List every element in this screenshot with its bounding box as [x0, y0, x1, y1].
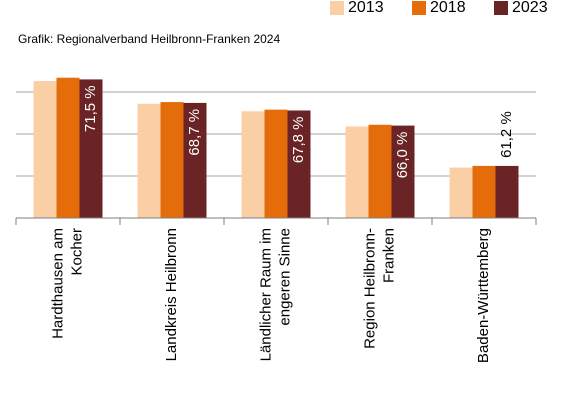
x-tick-label: Kocher: [68, 228, 85, 276]
bar: [241, 111, 265, 218]
bar: [287, 110, 311, 218]
x-tick-label: Landkreis Heilbronn: [163, 228, 180, 361]
legend-label: 2023: [512, 0, 548, 16]
data-label: 66,0 %: [394, 132, 411, 179]
data-label: 68,7 %: [186, 109, 203, 156]
bar: [345, 126, 369, 218]
bar: [368, 124, 392, 218]
bar: [33, 81, 57, 218]
bar: [264, 109, 288, 218]
x-tick-label: Franken: [380, 228, 397, 283]
chart-source: Grafik: Regionalverband Heilbronn-Franke…: [18, 32, 280, 46]
bar: [472, 165, 496, 218]
data-label: 67,8 %: [290, 116, 307, 163]
data-label: 71,5 %: [82, 85, 99, 132]
x-tick-label: Region Heilbronn-: [361, 228, 378, 349]
bar: [183, 102, 207, 218]
bar: [391, 125, 415, 218]
bar: [79, 79, 103, 219]
bar: [137, 103, 161, 218]
bar: [56, 77, 80, 218]
x-tick-label: Hardthausen am: [49, 228, 66, 339]
x-tick-label: engeren Sinne: [276, 228, 293, 326]
bar: [449, 167, 473, 218]
legend-swatch: [412, 1, 426, 15]
data-label: 61,2 %: [498, 111, 515, 158]
x-tick-label: Baden-Württemberg: [475, 228, 492, 363]
legend-swatch: [494, 1, 508, 15]
x-tick-label: Ländlicher Raum im: [257, 228, 274, 361]
bar: [160, 102, 184, 218]
bar: [495, 165, 519, 218]
legend-label: 2013: [348, 0, 384, 16]
legend-swatch: [330, 1, 344, 15]
legend-label: 2018: [430, 0, 466, 16]
